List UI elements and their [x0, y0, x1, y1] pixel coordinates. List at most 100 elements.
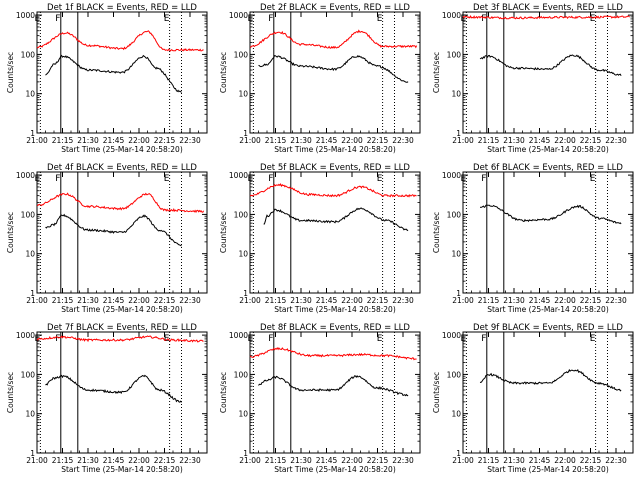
y-tick-label: 1: [30, 289, 35, 298]
y-tick-label: 100: [21, 50, 36, 59]
y-tick-label: 100: [21, 370, 36, 379]
lld-series-line: [36, 192, 205, 214]
x-tick-label: 22:00: [341, 296, 363, 305]
x-tick-label: 21:15: [265, 136, 287, 145]
x-tick-label: 21:30: [77, 136, 99, 145]
y-tick-label: 1000: [16, 331, 35, 340]
x-tick-label: 22:15: [580, 136, 602, 145]
x-tick-label: 22:00: [128, 296, 150, 305]
panel-det-6: Det 6f BLACK = Events, RED = LLD 1 10 100 10…: [432, 163, 634, 314]
x-tick-label: 21:00: [239, 456, 261, 465]
x-tick-label: 22:00: [128, 456, 150, 465]
x-tick-label: 21:00: [452, 136, 474, 145]
panel-title: Det 3f BLACK = Events, RED = LLD: [473, 3, 623, 13]
time-marker-label: E: [461, 334, 467, 344]
y-tick-label: 100: [234, 370, 249, 379]
panel-det-3: Det 3f BLACK = Events, RED = LLD 1 10 100 10…: [432, 3, 634, 154]
y-tick-label: 1000: [229, 171, 248, 180]
lld-series-line: [249, 183, 417, 198]
x-tick-label: 22:15: [580, 456, 602, 465]
time-marker-label: F: [481, 334, 486, 344]
x-tick-label: 22:00: [341, 456, 363, 465]
x-tick-label: 21:00: [26, 296, 48, 305]
y-tick-label: 1: [243, 289, 248, 298]
events-series-line: [263, 207, 409, 232]
x-tick-label: 22:15: [367, 136, 389, 145]
x-tick-label: 22:15: [154, 456, 176, 465]
events-series-line: [479, 204, 622, 225]
x-tick-label: 21:15: [52, 456, 74, 465]
x-tick-label: 21:30: [290, 136, 312, 145]
y-axis-label: Counts/sec: [219, 372, 228, 413]
y-tick-label: 10: [25, 410, 35, 419]
x-tick-label: 21:15: [478, 456, 500, 465]
time-marker-label: E: [164, 174, 170, 184]
x-tick-label: 21:15: [478, 136, 500, 145]
x-tick-label: 21:00: [452, 456, 474, 465]
panel-title: Det 5f BLACK = Events, RED = LLD: [260, 163, 410, 173]
time-marker-label: E: [461, 14, 467, 24]
x-axis-label: Start Time (25-Mar-14 20:58:20): [487, 465, 609, 474]
x-tick-label: 21:15: [52, 296, 74, 305]
y-tick-label: 10: [238, 90, 248, 99]
panel-det-7: Det 7f BLACK = Events, RED = LLD 1 10 100 10…: [6, 323, 208, 474]
y-axis-label: Counts/sec: [219, 212, 228, 253]
time-marker-label: E: [590, 174, 596, 184]
events-series-line: [258, 375, 409, 397]
time-marker-label: F: [55, 174, 60, 184]
panel-title: Det 1f BLACK = Events, RED = LLD: [47, 3, 197, 13]
y-tick-label: 1: [30, 449, 35, 458]
panel-det-8: Det 8f BLACK = Events, RED = LLD 1 10 100 10…: [219, 323, 421, 474]
x-tick-label: 21:30: [290, 296, 312, 305]
x-tick-label: 21:30: [503, 296, 525, 305]
y-tick-label: 1000: [16, 171, 35, 180]
panel-det-1: Det 1f BLACK = Events, RED = LLD 1 10 100 10…: [6, 3, 208, 154]
x-tick-label: 21:45: [103, 296, 125, 305]
time-marker-label: E: [377, 14, 383, 24]
x-tick-label: 21:00: [26, 136, 48, 145]
panel-det-4: Det 4f BLACK = Events, RED = LLD 1 10 100 10…: [6, 163, 208, 314]
x-tick-label: 22:00: [128, 136, 150, 145]
time-marker-label: E: [35, 174, 41, 184]
y-tick-label: 10: [451, 250, 461, 259]
y-tick-label: 10: [451, 410, 461, 419]
y-tick-label: 1000: [442, 11, 461, 20]
events-series-line: [45, 213, 182, 247]
y-axis-label: Counts/sec: [6, 212, 15, 253]
panel-title: Det 4f BLACK = Events, RED = LLD: [47, 163, 197, 173]
y-tick-label: 1: [456, 129, 461, 138]
x-tick-label: 21:00: [26, 456, 48, 465]
events-series-line: [45, 54, 182, 93]
x-tick-label: 21:00: [452, 296, 474, 305]
panel-det-2: Det 2f BLACK = Events, RED = LLD 1 10 100 10…: [219, 3, 421, 154]
x-tick-label: 22:00: [341, 136, 363, 145]
x-tick-label: 21:15: [52, 136, 74, 145]
time-marker-label: F: [55, 334, 60, 344]
y-tick-label: 1: [243, 129, 248, 138]
x-tick-label: 22:30: [605, 296, 627, 305]
time-marker-label: E: [590, 334, 596, 344]
x-axis-label: Start Time (25-Mar-14 20:58:20): [274, 145, 396, 154]
panel-title: Det 2f BLACK = Events, RED = LLD: [260, 3, 410, 13]
panel-title: Det 7f BLACK = Events, RED = LLD: [47, 323, 197, 333]
x-tick-label: 22:30: [179, 296, 201, 305]
time-marker-label: F: [268, 14, 273, 24]
x-tick-label: 22:30: [179, 456, 201, 465]
y-tick-label: 1000: [229, 11, 248, 20]
y-axis-label: Counts/sec: [219, 52, 228, 93]
x-axis-label: Start Time (25-Mar-14 20:58:20): [61, 305, 183, 314]
x-tick-label: 21:15: [265, 456, 287, 465]
x-tick-label: 21:45: [103, 136, 125, 145]
lld-series-line: [36, 30, 204, 52]
y-axis-label: Counts/sec: [432, 372, 441, 413]
panel-title: Det 8f BLACK = Events, RED = LLD: [260, 323, 410, 333]
time-marker-label: E: [248, 14, 254, 24]
y-tick-label: 100: [447, 210, 462, 219]
x-axis-label: Start Time (25-Mar-14 20:58:20): [274, 305, 396, 314]
y-tick-label: 1: [243, 449, 248, 458]
lld-series-line: [249, 346, 417, 361]
x-tick-label: 21:15: [265, 296, 287, 305]
x-tick-label: 21:45: [529, 136, 551, 145]
time-marker-label: E: [35, 14, 41, 24]
